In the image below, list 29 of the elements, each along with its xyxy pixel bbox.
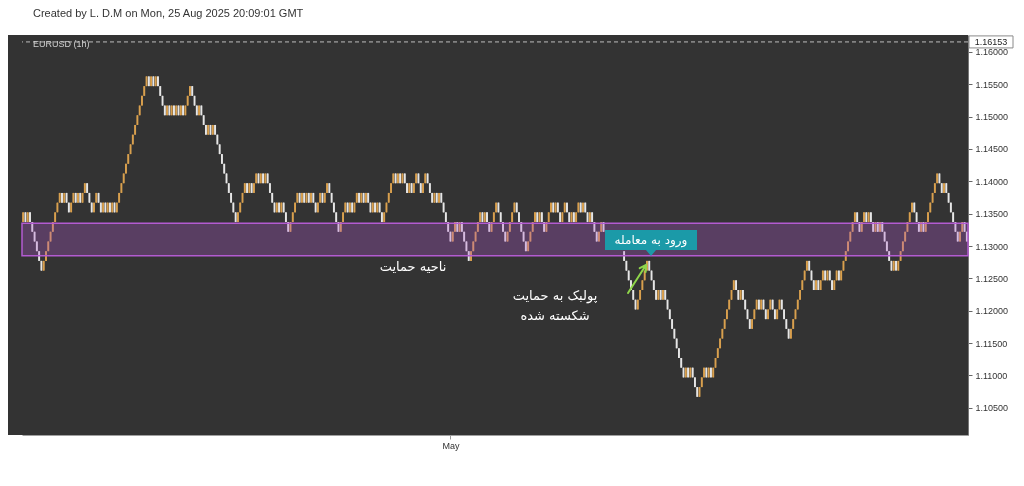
y-tick-label: 1.14500 xyxy=(975,144,1009,155)
x-tick-label: May xyxy=(442,440,460,451)
y-tick-label: 1.11500 xyxy=(975,338,1008,349)
y-tick-label: 1.12000 xyxy=(975,306,1009,317)
candlestick xyxy=(847,240,849,252)
candlestick xyxy=(294,202,297,213)
y-tick-label: 1.13500 xyxy=(975,209,1009,220)
annotation: پولبک به حمایت شکسته شده xyxy=(512,288,598,323)
candlestick xyxy=(783,308,786,320)
ref-line-label: 1.16153 xyxy=(974,36,1008,47)
y-tick-label: 1.10500 xyxy=(975,403,1009,414)
chart-title: EURUSD (1h) xyxy=(33,39,90,49)
band-label: ناحیه حمایت xyxy=(379,258,447,274)
y-tick-label: 1.12500 xyxy=(975,273,1009,284)
y-tick-label: 1.13000 xyxy=(975,241,1009,252)
candlestick xyxy=(927,211,929,223)
y-tick-label: 1.11000 xyxy=(975,370,1008,381)
y-tick-label: 1.16000 xyxy=(975,47,1009,58)
candlestick xyxy=(125,163,127,175)
candlestick xyxy=(390,182,392,194)
y-tick-label: 1.15000 xyxy=(975,112,1009,123)
y-tick-label: 1.15500 xyxy=(975,79,1009,90)
candlestick xyxy=(141,95,143,107)
candlestick xyxy=(502,221,504,233)
candlestick xyxy=(518,211,520,223)
y-tick-label: 1.14000 xyxy=(975,176,1009,187)
annotation: ورود به معامله xyxy=(614,233,688,248)
candlestick xyxy=(45,250,47,262)
text: Created by L. D.M on Mon, 25 Aug 2025 20:09:01 GMT xyxy=(33,7,304,19)
